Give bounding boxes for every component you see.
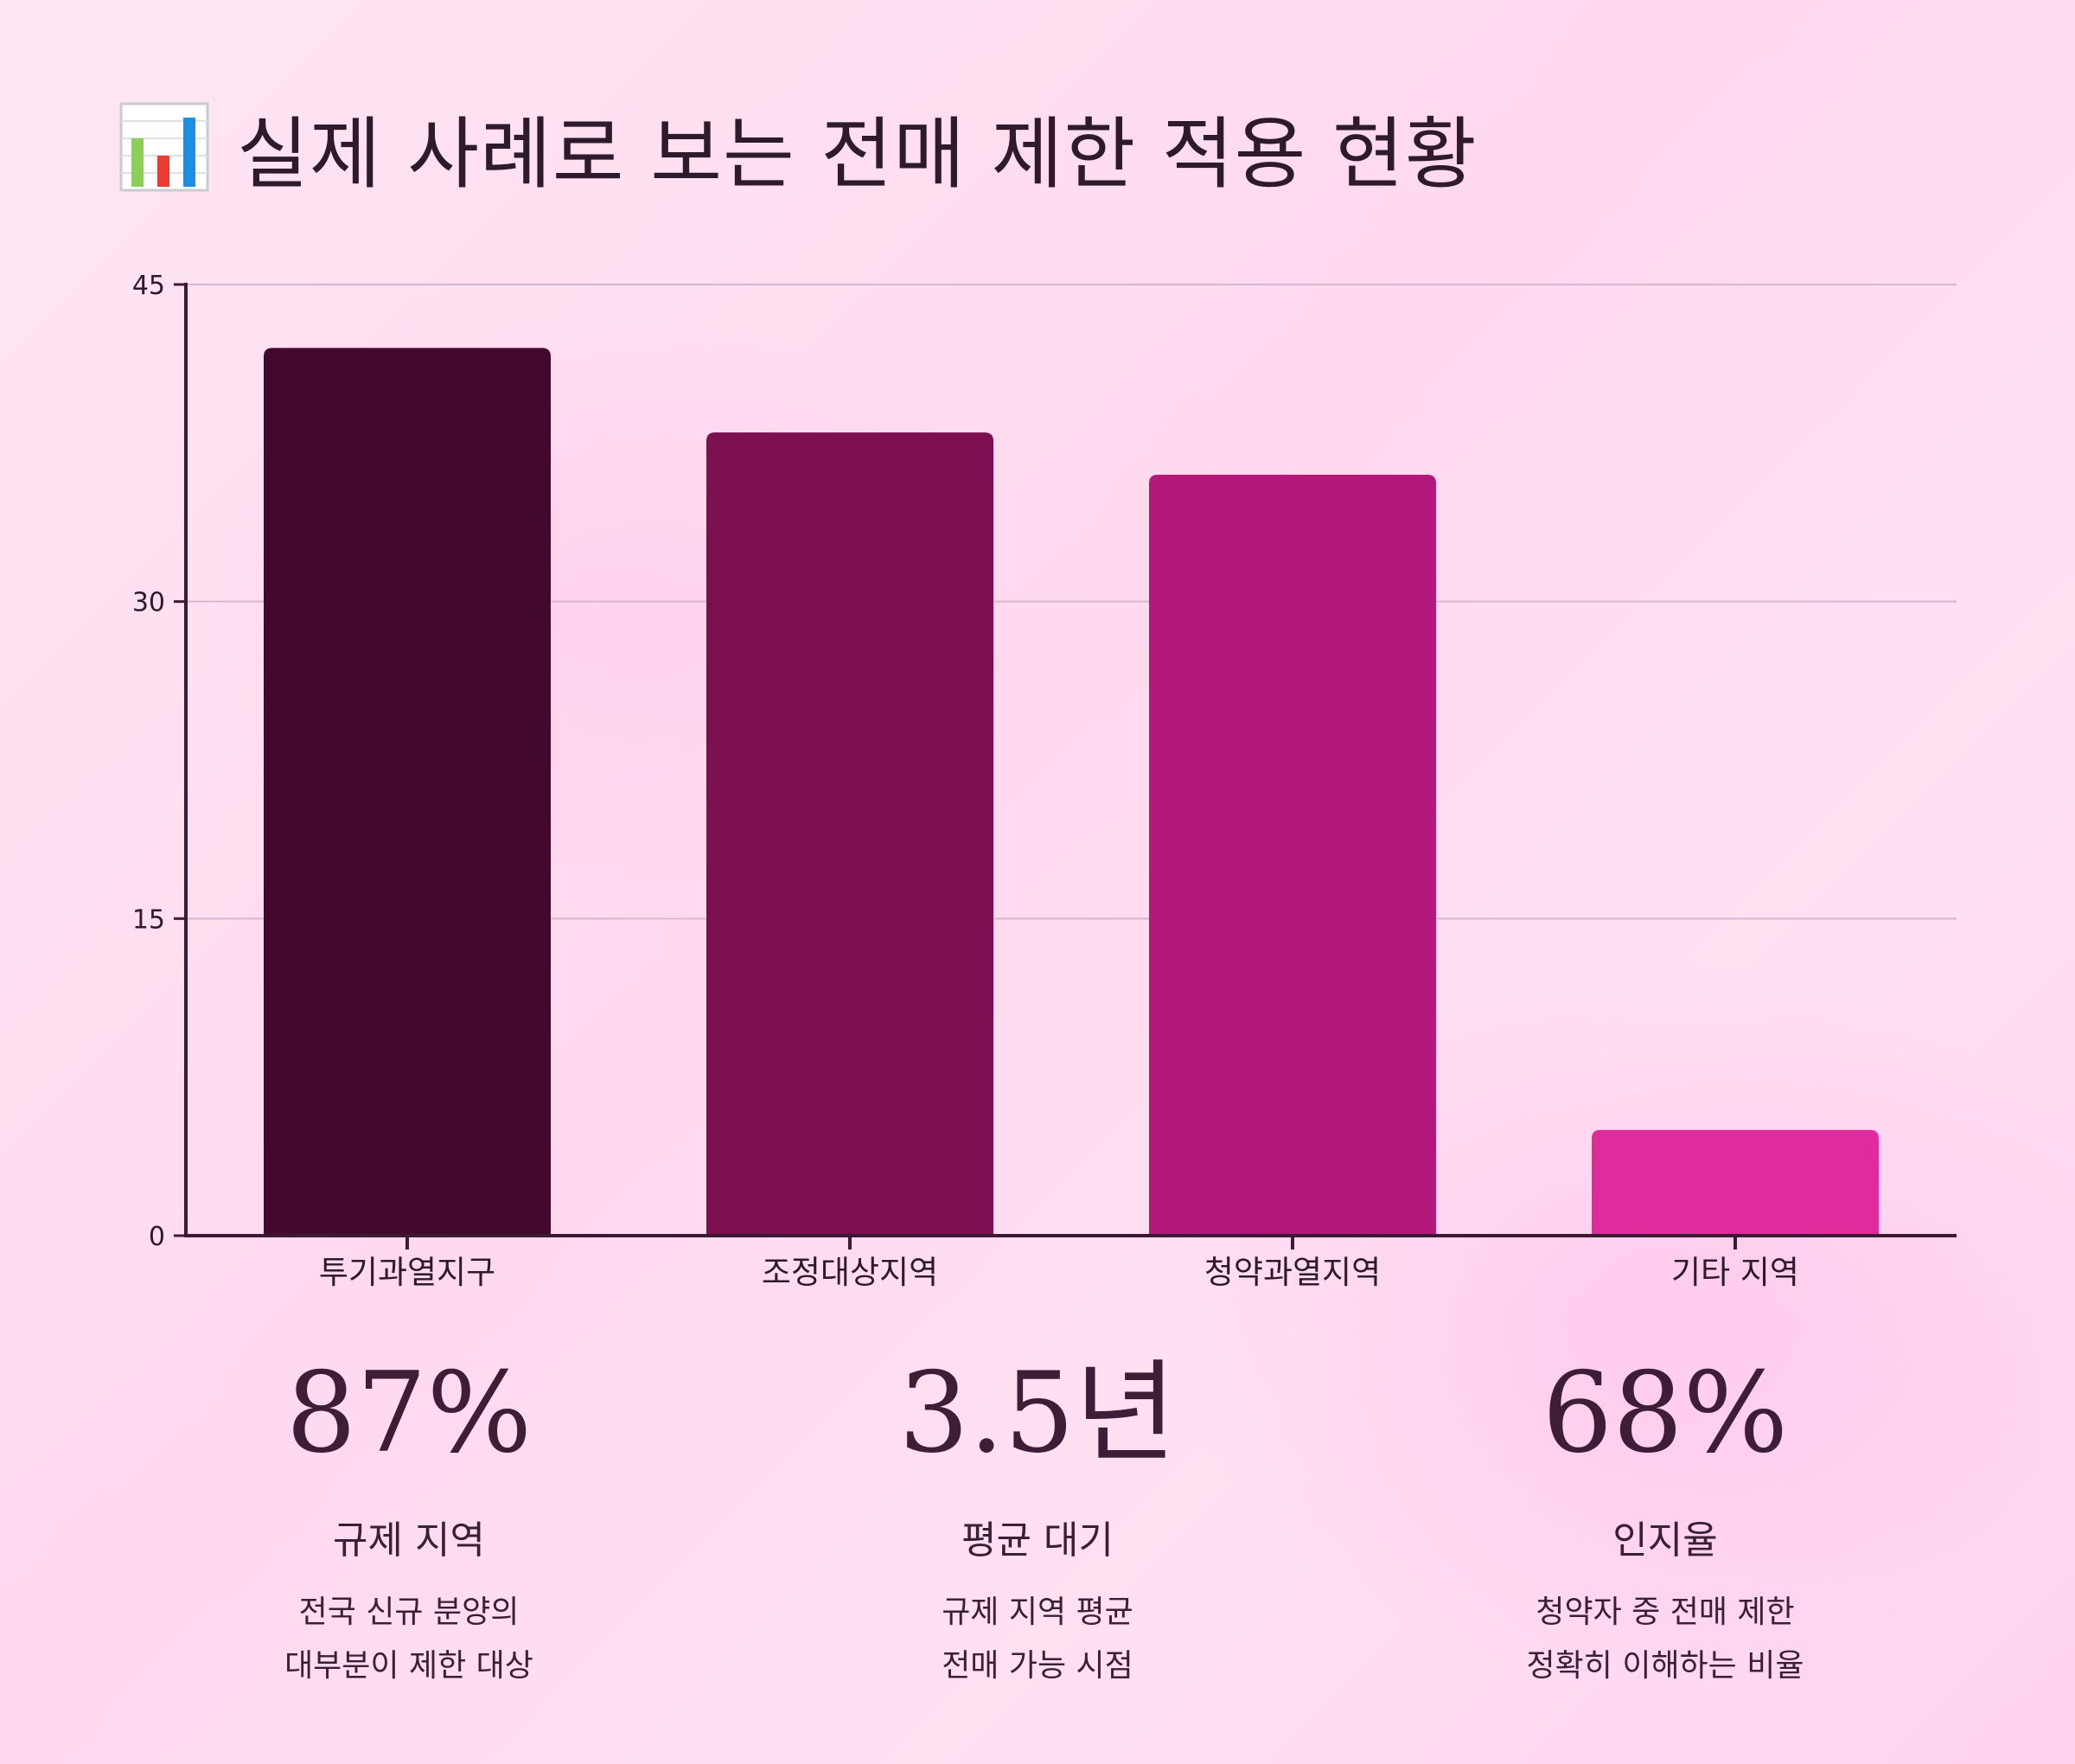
stat-label: 규제 지역 xyxy=(333,1518,485,1563)
bar xyxy=(1149,475,1436,1236)
stat-description: 전국 신규 분양의 대부분이 제한 대상 xyxy=(150,1586,668,1693)
bar xyxy=(264,348,551,1236)
y-tick-label: 30 xyxy=(132,588,165,618)
bar xyxy=(1592,1129,1879,1236)
stat-card-average-wait: 3.5년 평균 대기 규제 지역 평균 전매 가능 시점 xyxy=(778,1349,1297,1693)
stat-value: 3.5년 xyxy=(898,1349,1177,1478)
y-tick-label: 45 xyxy=(132,271,165,301)
stat-card-awareness: 68% 인지율 청약자 중 전매 제한 정확히 이해하는 비율 xyxy=(1406,1349,1925,1693)
stat-description-line: 규제 지역 평균 xyxy=(942,1595,1133,1630)
stat-description-line: 청약자 중 전매 제한 xyxy=(1536,1595,1795,1630)
stat-description: 청약자 중 전매 제한 정확히 이해하는 비율 xyxy=(1406,1586,1925,1693)
y-tick-label: 15 xyxy=(132,904,165,935)
y-tick-label: 0 xyxy=(149,1222,165,1252)
x-tick-label: 조정대상지역 xyxy=(762,1254,938,1291)
stat-value: 68% xyxy=(1542,1349,1789,1478)
stat-label: 평균 대기 xyxy=(961,1518,1114,1563)
bar-chart-emoji-icon xyxy=(119,102,209,192)
stat-label: 인지율 xyxy=(1612,1518,1718,1563)
page-header: 실제 사례로 보는 전매 제한 적용 현황 xyxy=(119,86,1478,208)
x-tick-label: 청약과열지역 xyxy=(1204,1254,1381,1291)
stat-description: 규제 지역 평균 전매 가능 시점 xyxy=(778,1586,1297,1693)
stat-description-line: 전매 가능 시점 xyxy=(942,1648,1133,1684)
x-tick-label: 투기과열지구 xyxy=(319,1254,495,1291)
bar-chart: 0 15 30 45 투기과열지구 조정대상지역 청약과열지역 기타 지역 xyxy=(132,271,1957,1291)
stat-description-line: 정확히 이해하는 비율 xyxy=(1526,1648,1804,1684)
stat-description-line: 전국 신규 분양의 xyxy=(298,1595,520,1630)
stat-description-line: 대부분이 제한 대상 xyxy=(284,1648,533,1684)
x-tick-label: 기타 지역 xyxy=(1671,1254,1799,1291)
stat-card-regulated: 87% 규제 지역 전국 신규 분양의 대부분이 제한 대상 xyxy=(150,1349,668,1693)
bar xyxy=(706,432,993,1237)
stat-value: 87% xyxy=(285,1349,533,1478)
page-title: 실제 사례로 보는 전매 제한 적용 현황 xyxy=(237,109,1478,200)
